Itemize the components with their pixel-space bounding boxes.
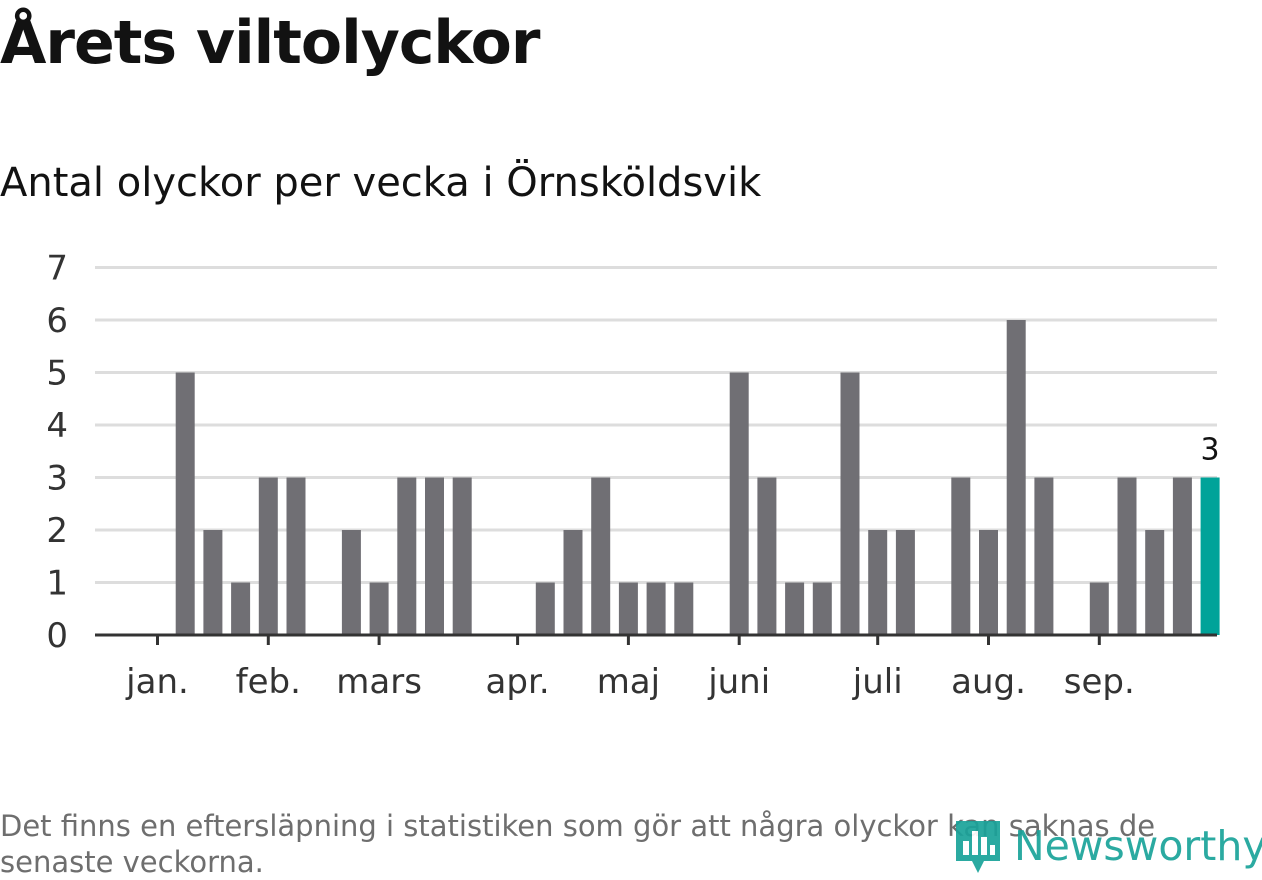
bar-week-23: [757, 477, 777, 635]
y-tick-label-5: 5: [46, 354, 68, 394]
x-tick-label-juni: juni: [707, 662, 770, 702]
x-tick-label-maj: maj: [597, 662, 660, 702]
bar-chart-pin-icon: [956, 821, 1000, 873]
grid-lines: [95, 266, 1217, 584]
y-tick-label-4: 4: [46, 406, 68, 446]
bar-week-17: [591, 477, 611, 635]
x-tick-label-juli: juli: [852, 662, 903, 702]
bar-latest-week: [1200, 477, 1220, 635]
bar-week-20: [674, 582, 694, 635]
x-tick-label-feb: feb.: [236, 662, 301, 702]
bar-week-6: [286, 477, 306, 635]
x-tick-label-apr: apr.: [486, 662, 550, 702]
y-axis-tick-labels: 0 1 2 3 4 5 6 7: [46, 249, 68, 657]
bar-week-19: [646, 582, 666, 635]
bar-week-11: [425, 477, 444, 635]
bar-week-35: [1089, 582, 1109, 635]
y-tick-label-0: 0: [46, 616, 68, 656]
bar-week-36: [1117, 477, 1137, 635]
bar-week-27: [868, 530, 888, 635]
bar-week-18: [618, 582, 638, 635]
chart-title: Årets viltolyckor: [0, 8, 540, 78]
logo-text: Newsworthy: [1014, 822, 1262, 870]
bar-week-5: [258, 477, 278, 635]
newsworthy-logo: Newsworthy: [952, 816, 1262, 876]
y-tick-label-6: 6: [46, 301, 68, 341]
bar-week-38: [1172, 477, 1192, 635]
bar-week-9: [369, 582, 389, 635]
bar-week-33: [1034, 477, 1054, 635]
x-tick-label-mars: mars: [336, 662, 422, 702]
bar-week-3: [203, 530, 223, 635]
y-tick-label-1: 1: [46, 564, 68, 604]
bar-week-28: [895, 530, 915, 635]
bar-week-32: [1006, 320, 1026, 635]
bars: [175, 320, 1220, 635]
latest-value-label: 3: [1201, 433, 1220, 468]
x-axis-ticks: jan. feb. mars apr. maj juni juli aug. sep.: [125, 635, 1135, 702]
chart-subtitle: Antal olyckor per vecka i Örnsköldsvik: [0, 160, 762, 206]
y-tick-label-2: 2: [46, 511, 68, 551]
y-tick-label-7: 7: [46, 249, 68, 289]
bar-week-31: [979, 530, 998, 635]
y-tick-label-3: 3: [46, 459, 68, 499]
x-tick-label-aug: aug.: [951, 662, 1026, 702]
bar-week-22: [729, 372, 749, 635]
x-tick-label-sep: sep.: [1064, 662, 1135, 702]
bar-week-16: [563, 530, 583, 635]
bar-week-4: [231, 582, 251, 635]
bar-week-37: [1145, 530, 1165, 635]
bar-week-10: [397, 477, 417, 635]
x-tick-label-jan: jan.: [125, 662, 189, 702]
bar-week-15: [535, 582, 555, 635]
bar-week-8: [341, 530, 361, 635]
bar-week-24: [785, 582, 805, 635]
bar-week-26: [840, 372, 860, 635]
bar-week-25: [812, 582, 832, 635]
bar-week-2: [175, 372, 195, 635]
bar-chart: 0 1 2 3 4 5 6 7 jan. feb. mars apr. maj juni juli aug.…: [46, 249, 1220, 703]
bar-week-30: [951, 477, 971, 635]
data-labels: 3: [1201, 433, 1220, 468]
bar-week-12: [452, 477, 472, 635]
